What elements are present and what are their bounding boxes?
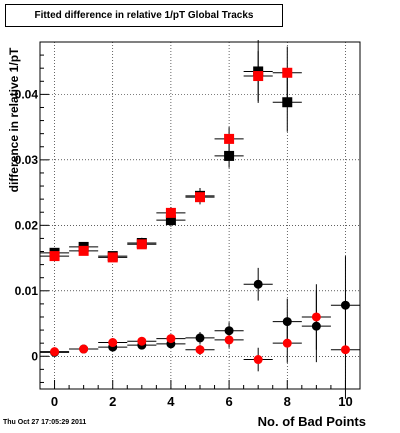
data-point bbox=[195, 345, 205, 355]
data-series-2 bbox=[40, 46, 302, 263]
y-tick-label: 0.04 bbox=[15, 87, 39, 101]
x-tick-label: 0 bbox=[51, 394, 58, 409]
y-tick-label: 0.02 bbox=[15, 218, 39, 232]
data-point bbox=[224, 335, 234, 345]
data-point bbox=[224, 326, 234, 336]
timestamp-label: Thu Oct 27 17:05:29 2011 bbox=[3, 419, 87, 426]
chart-title-text: Fitted difference in relative 1/pT Globa… bbox=[34, 10, 254, 21]
x-tick-label: 8 bbox=[284, 394, 291, 409]
x-axis-label: No. of Bad Points bbox=[258, 414, 366, 429]
data-point bbox=[50, 347, 60, 357]
data-point bbox=[108, 338, 118, 348]
data-series bbox=[40, 40, 360, 399]
data-point bbox=[49, 251, 60, 262]
plot-frame bbox=[39, 41, 361, 390]
data-point bbox=[224, 150, 235, 161]
data-point bbox=[224, 133, 235, 144]
data-point bbox=[253, 355, 263, 365]
data-point bbox=[282, 317, 292, 327]
data-point bbox=[253, 71, 264, 82]
data-point bbox=[340, 345, 350, 355]
data-point bbox=[282, 338, 292, 348]
data-point bbox=[78, 245, 89, 256]
data-point bbox=[166, 334, 176, 344]
x-tick-label: 4 bbox=[167, 394, 175, 409]
data-point bbox=[165, 207, 176, 218]
data-point bbox=[282, 97, 293, 108]
tick-labels: 0 2 4 6 8 10 0 0.01 0.02 0.03 0.04 bbox=[15, 87, 353, 409]
data-point bbox=[195, 333, 205, 343]
y-tick-label: 0.03 bbox=[15, 153, 39, 167]
y-tick-label: 0 bbox=[31, 349, 38, 363]
data-series-4 bbox=[40, 284, 360, 399]
data-point bbox=[107, 252, 118, 263]
data-point bbox=[311, 312, 321, 322]
x-tick-label: 10 bbox=[338, 394, 352, 409]
data-point bbox=[253, 279, 263, 289]
x-tick-label: 6 bbox=[225, 394, 232, 409]
data-point bbox=[282, 67, 293, 78]
data-point bbox=[195, 192, 205, 203]
data-point bbox=[137, 336, 147, 346]
y-axis-label: difference in relative 1/pT bbox=[7, 47, 21, 192]
data-point bbox=[79, 344, 89, 354]
y-tick-label: 0.01 bbox=[15, 284, 39, 298]
data-point bbox=[165, 215, 176, 226]
data-point bbox=[136, 239, 147, 250]
chart-title: Fitted difference in relative 1/pT Globa… bbox=[5, 4, 283, 27]
x-tick-label: 2 bbox=[109, 394, 116, 409]
